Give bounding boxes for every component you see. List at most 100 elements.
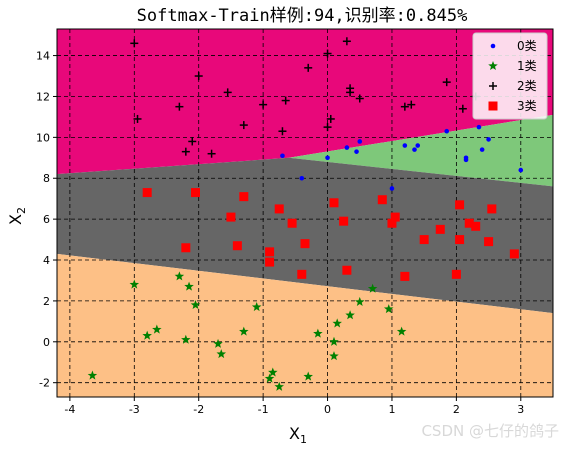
- point-class-2: [239, 121, 248, 130]
- point-class-1: [383, 304, 394, 314]
- legend-label-3: 3类: [517, 99, 537, 113]
- watermark: CSDN @七仔的鸽子: [421, 422, 559, 440]
- point-class-1: [264, 373, 275, 383]
- point-class-3: [339, 216, 349, 226]
- point-class-1: [396, 326, 407, 336]
- point-class-2: [407, 100, 416, 109]
- point-class-1: [303, 371, 313, 381]
- point-class-1: [174, 271, 185, 281]
- point-class-0: [402, 143, 408, 148]
- y-tick-label: 6: [43, 213, 50, 226]
- data-points: [87, 37, 524, 391]
- y-axis-label: X2: [6, 207, 28, 225]
- chart-title: Softmax-Train样例:94,识别率:0.845%: [137, 6, 468, 26]
- region-0: [57, 29, 553, 175]
- point-class-2: [355, 94, 364, 103]
- point-class-2: [323, 123, 332, 132]
- grid-lines: [57, 29, 553, 397]
- legend-marker-1: [488, 61, 498, 71]
- point-class-3: [287, 218, 297, 228]
- point-class-3: [297, 269, 307, 279]
- point-class-3: [239, 192, 249, 202]
- y-tick-label: 4: [43, 254, 50, 267]
- point-class-1: [274, 381, 284, 391]
- point-class-2: [342, 37, 351, 46]
- point-class-3: [390, 212, 400, 222]
- point-class-2: [278, 127, 287, 136]
- point-class-2: [194, 72, 203, 81]
- point-class-3: [274, 204, 284, 214]
- x-tick-label: -4: [64, 403, 75, 416]
- point-class-0: [486, 137, 491, 142]
- x-tick-label: -3: [129, 403, 140, 416]
- point-class-3: [265, 257, 275, 267]
- point-class-1: [329, 351, 339, 361]
- y-tick-label: 14: [36, 50, 50, 63]
- point-class-0: [344, 145, 350, 150]
- point-class-3: [464, 218, 474, 228]
- point-class-0: [389, 186, 395, 191]
- point-class-3: [226, 212, 236, 222]
- point-class-0: [357, 139, 363, 144]
- point-class-1: [332, 318, 342, 328]
- point-class-3: [435, 224, 445, 234]
- point-class-3: [232, 241, 242, 251]
- point-class-1: [239, 326, 249, 336]
- point-class-1: [181, 334, 191, 344]
- point-class-0: [325, 155, 330, 161]
- legend-label-1: 1类: [517, 59, 537, 73]
- point-class-0: [299, 175, 305, 181]
- point-class-3: [377, 195, 387, 205]
- point-class-1: [129, 279, 140, 289]
- point-class-3: [455, 200, 465, 210]
- point-class-2: [207, 149, 216, 158]
- point-class-1: [87, 370, 98, 380]
- legend-label-2: 2类: [517, 79, 537, 93]
- point-class-1: [367, 283, 378, 293]
- point-class-3: [329, 198, 339, 208]
- y-tick-label: 2: [43, 295, 50, 308]
- point-class-1: [355, 296, 365, 306]
- point-class-3: [142, 188, 152, 198]
- point-class-3: [265, 247, 275, 257]
- point-class-1: [190, 300, 201, 310]
- x-tick-label: 1: [388, 403, 395, 416]
- point-class-0: [444, 128, 450, 134]
- x-tick-label: 3: [517, 403, 524, 416]
- point-class-2: [223, 88, 232, 97]
- point-class-2: [323, 49, 332, 58]
- point-class-3: [509, 249, 519, 259]
- point-class-1: [345, 310, 355, 320]
- point-class-3: [300, 239, 310, 249]
- point-class-3: [387, 218, 397, 228]
- region-3: [57, 253, 553, 397]
- point-class-1: [251, 302, 262, 312]
- point-class-0: [463, 157, 469, 163]
- point-class-2: [133, 114, 142, 123]
- point-class-3: [342, 265, 352, 275]
- point-class-1: [213, 338, 223, 348]
- y-tick-label: -2: [39, 377, 50, 390]
- point-class-3: [471, 221, 481, 231]
- x-tick-label: 0: [324, 403, 331, 416]
- point-class-2: [130, 39, 139, 48]
- point-class-3: [455, 235, 465, 245]
- point-class-1: [216, 349, 227, 359]
- point-class-2: [326, 114, 335, 123]
- point-class-3: [487, 204, 497, 214]
- legend: 0类 1类 2类 3类: [472, 32, 548, 120]
- point-class-3: [181, 243, 191, 253]
- point-class-0: [415, 143, 421, 148]
- point-class-3: [484, 237, 494, 247]
- point-class-2: [304, 63, 313, 72]
- point-class-3: [419, 235, 429, 245]
- y-tick-label: 8: [43, 172, 50, 185]
- point-class-0: [476, 124, 482, 130]
- point-class-1: [313, 328, 323, 338]
- y-tick-label: 0: [43, 336, 50, 349]
- point-class-1: [152, 324, 162, 334]
- point-class-0: [412, 147, 417, 152]
- point-class-2: [346, 88, 355, 97]
